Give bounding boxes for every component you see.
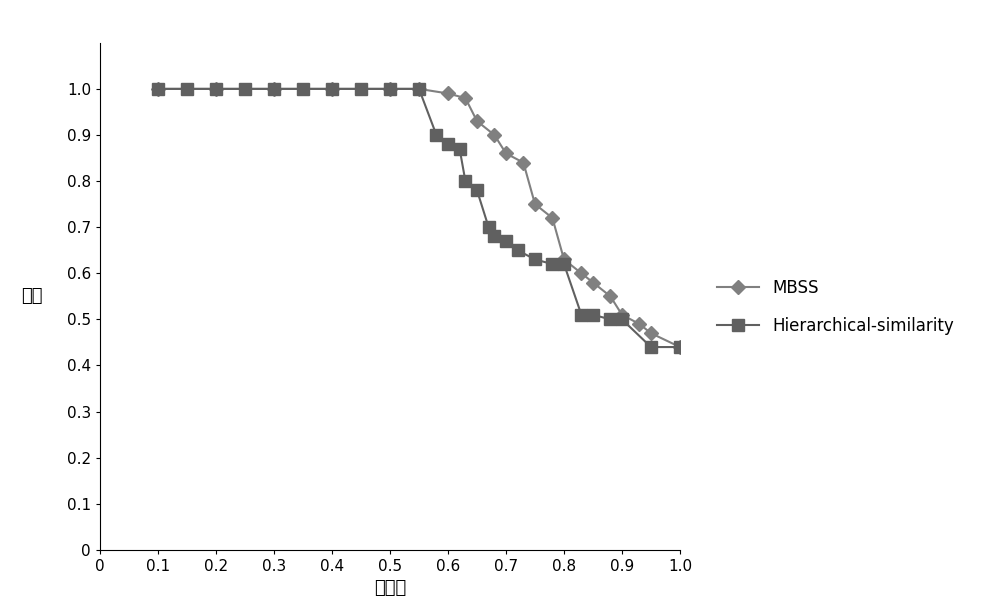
Hierarchical-similarity bbox=[297, 85, 309, 92]
MBSS bbox=[633, 320, 645, 327]
Hierarchical-similarity bbox=[454, 145, 466, 153]
Hierarchical-similarity bbox=[471, 186, 483, 194]
Y-axis label: 精度: 精度 bbox=[21, 287, 43, 306]
MBSS bbox=[488, 131, 500, 139]
Hierarchical-similarity bbox=[604, 316, 616, 323]
X-axis label: 召回率: 召回率 bbox=[374, 579, 406, 598]
MBSS bbox=[152, 85, 164, 92]
Hierarchical-similarity bbox=[645, 343, 657, 351]
Hierarchical-similarity bbox=[587, 311, 599, 318]
MBSS bbox=[558, 256, 570, 263]
Line: MBSS: MBSS bbox=[153, 84, 685, 352]
Hierarchical-similarity bbox=[512, 247, 524, 254]
Hierarchical-similarity bbox=[616, 316, 628, 323]
Hierarchical-similarity bbox=[529, 256, 541, 263]
MBSS bbox=[529, 200, 541, 208]
Hierarchical-similarity bbox=[268, 85, 280, 92]
Hierarchical-similarity bbox=[546, 260, 558, 268]
MBSS bbox=[210, 85, 222, 92]
Hierarchical-similarity bbox=[384, 85, 396, 92]
MBSS bbox=[471, 117, 483, 125]
MBSS bbox=[268, 85, 280, 92]
MBSS bbox=[384, 85, 396, 92]
Hierarchical-similarity bbox=[413, 85, 425, 92]
Hierarchical-similarity bbox=[239, 85, 251, 92]
Hierarchical-similarity bbox=[483, 224, 495, 231]
MBSS bbox=[604, 293, 616, 300]
MBSS bbox=[616, 311, 628, 318]
Hierarchical-similarity bbox=[674, 343, 686, 351]
MBSS bbox=[575, 269, 587, 277]
Hierarchical-similarity bbox=[326, 85, 338, 92]
Hierarchical-similarity bbox=[459, 177, 471, 185]
MBSS bbox=[459, 95, 471, 102]
MBSS bbox=[442, 90, 454, 97]
MBSS bbox=[413, 85, 425, 92]
Legend: MBSS, Hierarchical-similarity: MBSS, Hierarchical-similarity bbox=[717, 279, 954, 335]
Hierarchical-similarity bbox=[152, 85, 164, 92]
Hierarchical-similarity bbox=[500, 237, 512, 244]
Hierarchical-similarity bbox=[575, 311, 587, 318]
Hierarchical-similarity bbox=[181, 85, 193, 92]
Hierarchical-similarity bbox=[210, 85, 222, 92]
MBSS bbox=[546, 214, 558, 222]
Line: Hierarchical-similarity: Hierarchical-similarity bbox=[152, 83, 686, 353]
MBSS bbox=[645, 329, 657, 337]
MBSS bbox=[517, 159, 529, 166]
MBSS bbox=[674, 343, 686, 351]
Hierarchical-similarity bbox=[355, 85, 367, 92]
MBSS bbox=[326, 85, 338, 92]
Hierarchical-similarity bbox=[488, 233, 500, 240]
Hierarchical-similarity bbox=[558, 260, 570, 268]
MBSS bbox=[587, 279, 599, 286]
Hierarchical-similarity bbox=[430, 131, 442, 139]
MBSS bbox=[500, 150, 512, 157]
Hierarchical-similarity bbox=[442, 141, 454, 148]
